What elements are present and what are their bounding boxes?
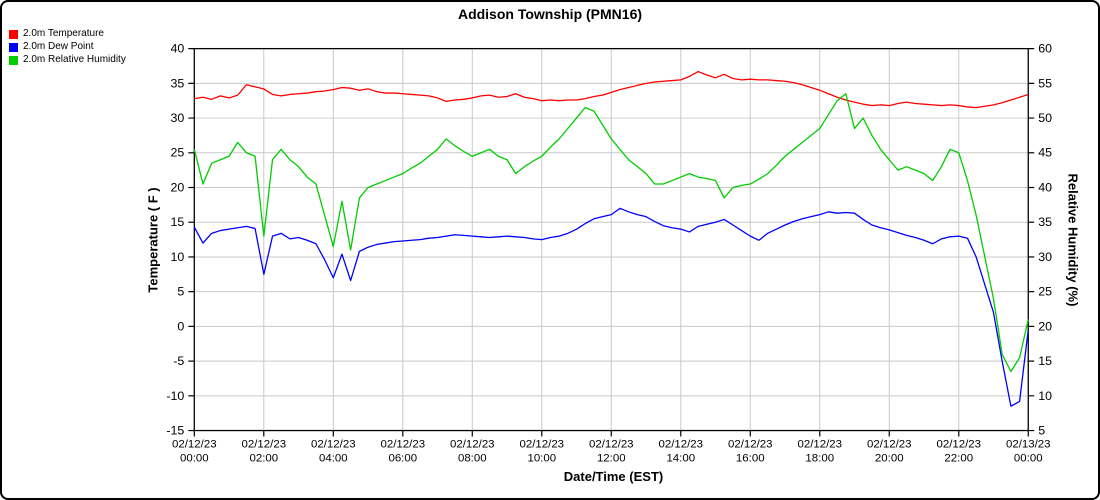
legend-label: 2.0m Temperature	[23, 28, 104, 39]
x-tick-date: 02/12/23	[519, 438, 564, 450]
x-tick-time: 06:00	[388, 452, 417, 464]
right-tick-label: 60	[1038, 42, 1052, 56]
left-tick-label: 5	[177, 285, 184, 299]
x-tick-time: 10:00	[527, 452, 556, 464]
legend: 2.0m Temperature 2.0m Dew Point 2.0m Relat…	[9, 29, 126, 65]
x-tick-date: 02/12/23	[172, 438, 217, 450]
right-tick-label: 20	[1038, 319, 1052, 333]
left-tick-label: 35	[170, 76, 184, 90]
legend-item: 2.0m Relative Humidity	[9, 55, 126, 65]
x-tick-date: 02/12/23	[450, 438, 495, 450]
left-tick-label: -15	[166, 424, 184, 438]
x-tick-time: 04:00	[319, 452, 348, 464]
right-tick-label: 35	[1038, 215, 1052, 229]
left-tick-label: 40	[170, 42, 184, 56]
chart-title: Addison Township (PMN16)	[457, 6, 643, 22]
legend-swatch-icon	[9, 55, 18, 65]
right-tick-label: 45	[1038, 146, 1052, 160]
x-tick-date: 02/13/23	[1006, 438, 1051, 450]
plot-border	[193, 47, 1029, 432]
x-tick-date: 02/12/23	[936, 438, 981, 450]
right-tick-label: 25	[1038, 285, 1052, 299]
left-tick-label: 15	[170, 215, 184, 229]
x-tick-date: 02/12/23	[867, 438, 912, 450]
right-tick-label: 55	[1038, 76, 1052, 90]
series-line-temperature	[194, 70, 1029, 109]
x-tick-date: 02/12/23	[797, 438, 842, 450]
x-tick-time: 00:00	[180, 452, 209, 464]
right-tick-label: 50	[1038, 111, 1052, 125]
x-tick-date: 02/12/23	[728, 438, 773, 450]
x-tick-time: 08:00	[458, 452, 487, 464]
left-tick-label: 25	[170, 146, 184, 160]
legend-item: 2.0m Dew Point	[9, 42, 126, 52]
x-tick-date: 02/12/23	[381, 438, 426, 450]
x-tick-time: 22:00	[944, 452, 973, 464]
x-tick-time: 18:00	[805, 452, 834, 464]
x-tick-time: 20:00	[875, 452, 904, 464]
legend-item: 2.0m Temperature	[9, 29, 126, 39]
legend-swatch-icon	[9, 42, 18, 52]
right-tick-label: 40	[1038, 180, 1052, 194]
left-tick-label: -5	[173, 354, 184, 368]
x-tick-date: 02/12/23	[242, 438, 287, 450]
legend-swatch-icon	[9, 29, 18, 39]
x-tick-time: 16:00	[736, 452, 765, 464]
x-tick-date: 02/12/23	[311, 438, 356, 450]
left-tick-label: 20	[170, 180, 184, 194]
left-tick-label: -10	[166, 389, 184, 403]
series-line-relative-humidity	[193, 93, 1029, 373]
left-tick-label: 0	[177, 319, 184, 333]
left-tick-label: 30	[170, 111, 184, 125]
x-tick-time: 00:00	[1014, 452, 1043, 464]
right-tick-label: 30	[1038, 250, 1052, 264]
x-tick-date: 02/12/23	[658, 438, 703, 450]
right-tick-label: 15	[1038, 354, 1052, 368]
x-tick-date: 02/12/23	[589, 438, 634, 450]
x-tick-time: 02:00	[249, 452, 278, 464]
series-line-dew-point	[193, 207, 1029, 407]
left-tick-label: 10	[170, 250, 184, 264]
x-axis-label: Date/Time (EST)	[563, 469, 664, 484]
right-tick-label: 5	[1038, 424, 1045, 438]
right-tick-label: 10	[1038, 389, 1052, 403]
legend-label: 2.0m Relative Humidity	[23, 54, 126, 65]
x-tick-time: 14:00	[666, 452, 695, 464]
legend-label: 2.0m Dew Point	[23, 41, 94, 52]
x-tick-time: 12:00	[597, 452, 626, 464]
